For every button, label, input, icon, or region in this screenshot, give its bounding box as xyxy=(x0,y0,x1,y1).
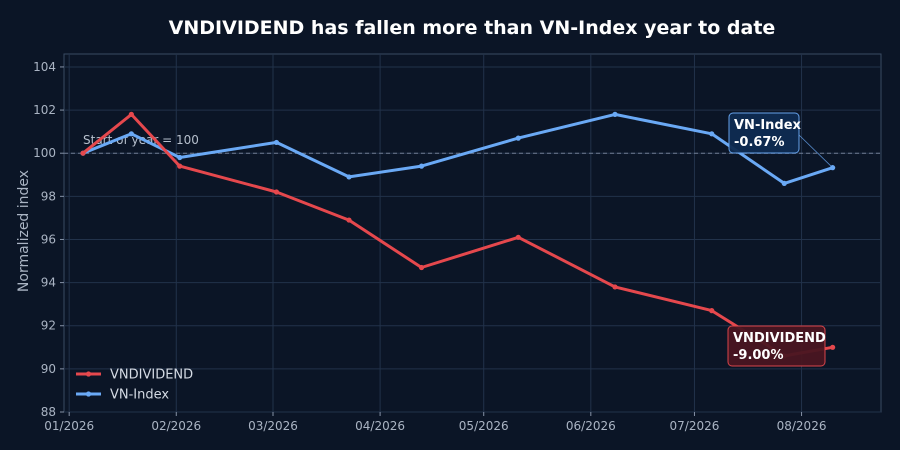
end-label-box xyxy=(728,112,800,154)
y-tick-label: 96 xyxy=(41,232,56,246)
x-tick-label: 07/2026 xyxy=(670,419,720,433)
data-point-vn-index xyxy=(346,174,352,180)
legend-label: VN-Index xyxy=(110,388,169,403)
y-tick-label: 102 xyxy=(33,103,56,117)
data-point-vndividend xyxy=(177,163,183,169)
end-label-name: VNDIVIDEND xyxy=(733,331,826,346)
data-point-vn-index xyxy=(781,180,787,186)
end-label-connector xyxy=(798,134,833,168)
reference-line-label: Start of year = 100 xyxy=(83,133,199,147)
y-axis-label: Normalized index xyxy=(16,170,32,292)
end-label-box xyxy=(727,325,826,367)
data-point-vndividend xyxy=(346,217,352,223)
plot-area: 88 90 92 94 96 98 100 102 104 01/2026 02/2026 03/20… xyxy=(33,53,882,433)
y-tick-label: 90 xyxy=(41,362,56,376)
y-tick-label: 100 xyxy=(33,146,56,160)
data-point-vn-index xyxy=(515,135,521,141)
data-point-vndividend xyxy=(612,284,618,290)
data-point-vndividend xyxy=(128,111,134,117)
y-tick-label: 88 xyxy=(41,405,56,419)
legend-label: VNDIVIDEND xyxy=(110,368,193,383)
end-label-name: VN-Index xyxy=(734,118,802,133)
legend: VNDIVIDEND VN-Index xyxy=(76,368,193,403)
x-tick-label: 02/2026 xyxy=(151,419,201,433)
data-point-vn-index xyxy=(273,139,280,146)
x-tick-label: 04/2026 xyxy=(355,419,405,433)
end-label-change: -9.00% xyxy=(733,348,784,363)
x-tick-label: 03/2026 xyxy=(248,419,298,433)
end-label-change: -0.67% xyxy=(734,135,785,150)
series-line-vn-index xyxy=(81,112,835,185)
data-point-vndividend xyxy=(273,189,280,195)
data-point-vndividend xyxy=(418,264,425,271)
x-tick-label: 01/2026 xyxy=(44,419,94,433)
data-point-vndividend xyxy=(80,150,86,156)
y-tick-label: 92 xyxy=(41,319,56,333)
chart-title: VNDIVIDEND has fallen more than VN-Index… xyxy=(169,17,776,39)
x-tick-label: 08/2026 xyxy=(777,419,827,433)
x-tick-label: 05/2026 xyxy=(459,419,509,433)
legend-marker xyxy=(85,391,92,397)
y-tick-label: 98 xyxy=(41,189,56,203)
legend-marker xyxy=(85,371,92,377)
data-point-vndividend xyxy=(709,308,715,314)
data-point-vndividend xyxy=(515,234,521,240)
data-point-vn-index xyxy=(612,111,618,117)
data-point-vn-index xyxy=(177,154,183,161)
x-tick-label: 06/2026 xyxy=(566,419,616,433)
end-label-connector xyxy=(824,346,833,349)
data-point-vn-index xyxy=(128,131,134,137)
data-point-vn-index xyxy=(709,131,715,137)
data-point-vn-index xyxy=(418,163,425,169)
y-tick-label: 104 xyxy=(33,60,56,74)
y-tick-label: 94 xyxy=(41,276,56,290)
series-line-vndividend xyxy=(81,112,835,358)
